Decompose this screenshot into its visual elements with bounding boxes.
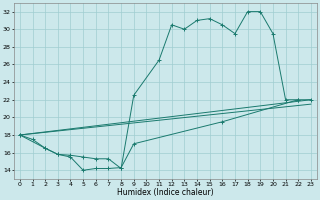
X-axis label: Humidex (Indice chaleur): Humidex (Indice chaleur) bbox=[117, 188, 214, 197]
